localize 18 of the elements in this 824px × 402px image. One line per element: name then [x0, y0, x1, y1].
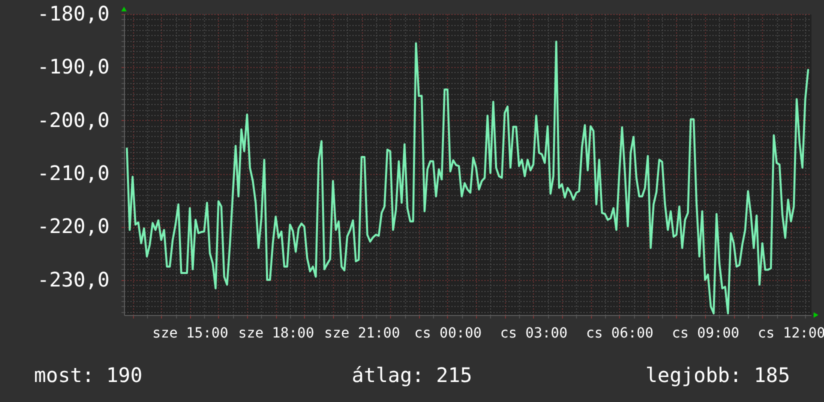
y-tick-label: -200,0: [37, 108, 110, 132]
text: átlag: 215: [352, 363, 472, 387]
x-tick-label: sze 18:00: [238, 326, 314, 342]
line-series: [126, 40, 810, 314]
x-tick-label: cs 09:00: [672, 326, 740, 342]
text: legjobb: 185: [646, 363, 790, 387]
y-tick-label: -230,0: [37, 267, 110, 292]
y-tick-label: -210,0: [37, 161, 110, 186]
x-tick-label: sze 15:00: [152, 326, 228, 342]
y-tick-label: -220,0: [37, 214, 110, 238]
y-tick-label: -190,0: [37, 54, 110, 79]
y-tick-label: -180,0: [37, 2, 110, 26]
x-tick-label: sze 21:00: [324, 326, 400, 342]
x-tick-label: cs 00:00: [414, 326, 482, 342]
x-tick-label: cs 03:00: [500, 326, 568, 342]
x-tick-label: cs 12:00: [758, 326, 824, 342]
text: most: 190: [34, 363, 142, 387]
x-tick-label: cs 06:00: [586, 326, 654, 342]
